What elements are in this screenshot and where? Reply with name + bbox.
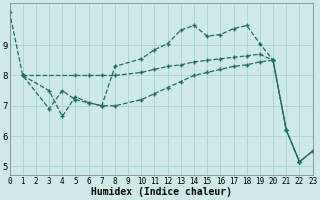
X-axis label: Humidex (Indice chaleur): Humidex (Indice chaleur) (91, 187, 232, 197)
